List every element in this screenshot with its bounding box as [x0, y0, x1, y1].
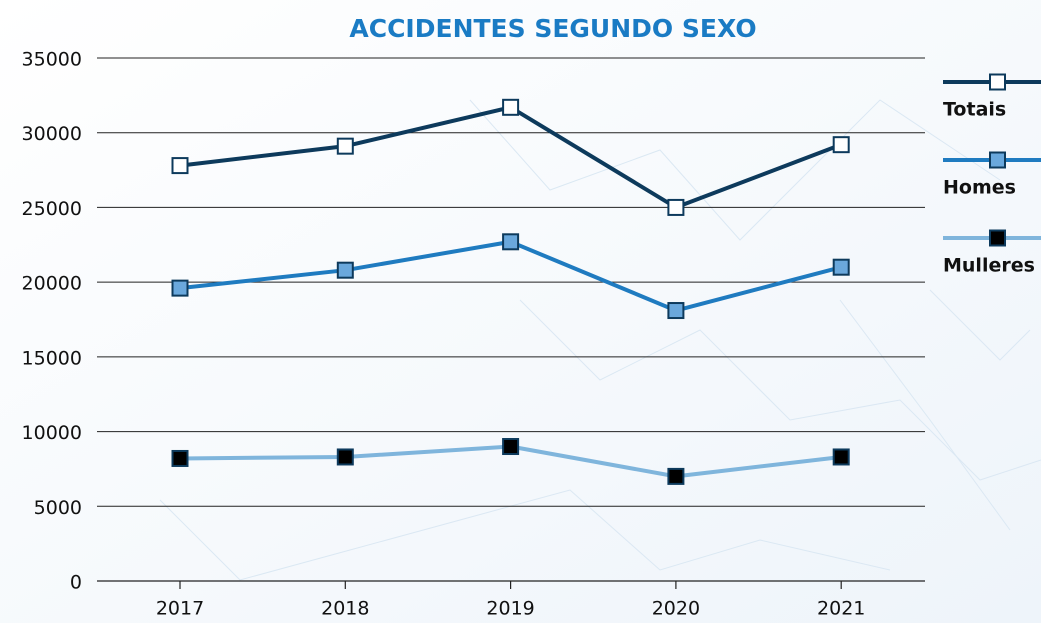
x-tick-label: 2017	[156, 598, 204, 620]
legend-marker	[989, 229, 1006, 247]
legend-label: Totais	[943, 99, 1006, 121]
marker	[832, 136, 850, 154]
y-tick-label: 25000	[22, 198, 82, 220]
legend-label: Mulleres	[943, 255, 1035, 277]
y-tick-label: 0	[70, 572, 82, 594]
marker	[667, 198, 685, 216]
marker	[502, 98, 520, 116]
y-tick-label: 10000	[22, 422, 82, 444]
y-tick-label: 5000	[34, 497, 82, 519]
marker	[336, 137, 354, 155]
marker	[832, 258, 850, 276]
marker	[171, 449, 189, 467]
background-pattern	[159, 99, 1041, 581]
y-tick-label: 30000	[22, 123, 82, 145]
y-tick-label: 35000	[22, 49, 82, 71]
y-tick-label: 20000	[22, 273, 82, 295]
x-tick-label: 2019	[486, 598, 534, 620]
legend-label: Homes	[943, 177, 1016, 199]
marker	[502, 233, 520, 251]
x-tick-label: 2020	[652, 598, 700, 620]
x-tick-label: 2021	[817, 598, 865, 620]
marker	[502, 438, 520, 456]
marker	[336, 261, 354, 279]
marker	[336, 448, 354, 466]
y-tick-label: 15000	[22, 347, 82, 369]
legend-marker	[989, 73, 1006, 91]
marker	[832, 448, 850, 466]
marker	[171, 157, 189, 175]
x-tick-label: 2018	[321, 598, 369, 620]
marker	[667, 302, 685, 320]
chart-title: ACCIDENTES SEGUNDO SEXO	[349, 14, 756, 43]
legend-marker	[989, 151, 1006, 169]
marker	[171, 279, 189, 297]
marker	[667, 467, 685, 485]
